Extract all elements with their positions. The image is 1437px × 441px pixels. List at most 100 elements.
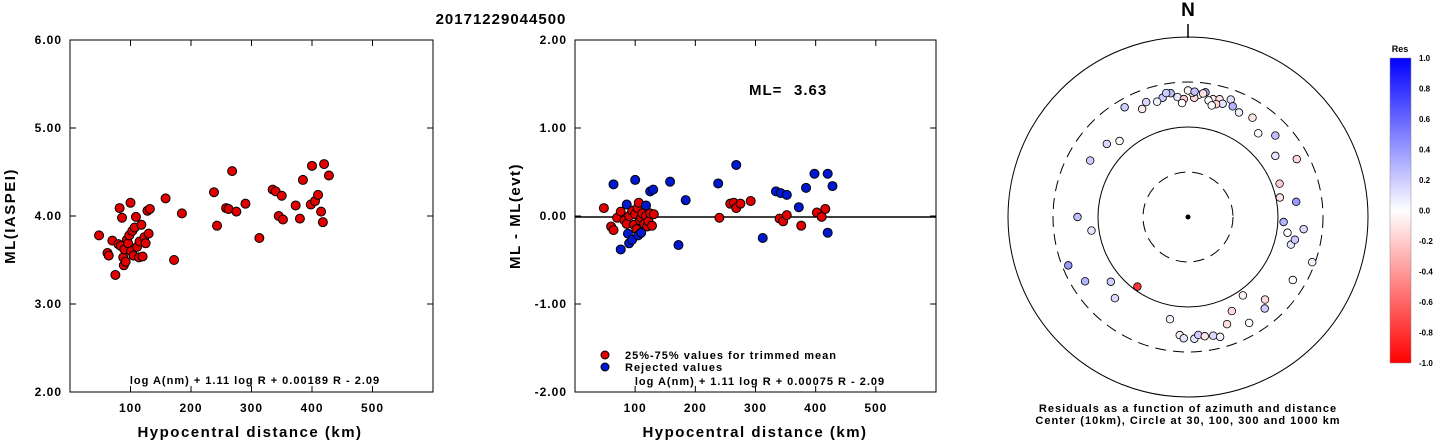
station-marker xyxy=(1165,315,1175,324)
data-point xyxy=(317,217,328,228)
station-marker xyxy=(1080,277,1090,286)
data-point xyxy=(307,160,317,171)
station-marker xyxy=(1271,131,1280,140)
data-point xyxy=(713,178,724,189)
station-marker xyxy=(1209,331,1218,340)
data-point xyxy=(648,184,659,195)
data-point xyxy=(277,214,288,225)
data-point xyxy=(136,219,147,230)
distance-ring xyxy=(1052,81,1324,353)
data-point xyxy=(208,187,219,198)
station-marker xyxy=(1292,154,1301,164)
station-marker xyxy=(1288,275,1298,285)
data-point xyxy=(94,230,105,241)
data-point xyxy=(130,211,141,222)
data-point xyxy=(735,198,746,209)
colorbar-tick-label: 0.4 xyxy=(1419,146,1431,155)
station-marker xyxy=(1291,197,1301,206)
data-point xyxy=(323,170,334,181)
colorbar-tick-label: -1.0 xyxy=(1419,359,1433,368)
station-marker xyxy=(1133,282,1142,291)
data-point xyxy=(276,190,287,201)
y-tick-label: 4.00 xyxy=(35,209,62,223)
data-point xyxy=(809,168,820,179)
station-marker xyxy=(1115,136,1124,146)
ml-label: ML= xyxy=(749,82,782,99)
formula-label: log A(nm) + 1.11 log R + 0.00075 R - 2.0… xyxy=(635,376,885,388)
x-tick-label: 200 xyxy=(179,401,202,415)
station-marker xyxy=(1177,98,1187,108)
y-axis-label: ML - ML(evt) xyxy=(507,163,524,269)
center-point xyxy=(1185,214,1191,220)
data-point xyxy=(801,182,812,193)
colorbar-tick-label: -0.2 xyxy=(1419,237,1433,246)
data-point xyxy=(110,269,121,280)
station-marker xyxy=(1222,319,1232,329)
data-point xyxy=(827,181,838,192)
station-marker xyxy=(1244,318,1254,328)
station-marker xyxy=(1299,224,1308,234)
data-point xyxy=(822,227,833,238)
x-axis-label: Hypocentral distance (km) xyxy=(642,424,867,441)
data-point xyxy=(212,220,223,231)
y-axis-label: ML(IASPEI) xyxy=(2,168,19,264)
distance-ring xyxy=(1007,36,1369,398)
data-point xyxy=(636,227,647,238)
station-marker xyxy=(1086,156,1095,165)
station-marker xyxy=(1073,212,1082,222)
data-point xyxy=(820,203,831,214)
station-marker xyxy=(1271,151,1280,161)
station-marker xyxy=(1283,228,1292,237)
station-marker xyxy=(1234,108,1244,117)
data-point xyxy=(598,203,609,214)
data-point xyxy=(176,208,187,219)
station-marker xyxy=(1254,129,1263,138)
data-point xyxy=(313,189,324,200)
data-point xyxy=(714,212,725,223)
data-point xyxy=(796,220,807,231)
x-tick-label: 400 xyxy=(300,401,323,415)
station-marker xyxy=(1102,139,1112,149)
caption-line-1: Residuals as a function of azimuth and d… xyxy=(1039,403,1337,415)
y-tick-label: 3.00 xyxy=(35,297,62,311)
colorbar-tick-label: 0.8 xyxy=(1419,85,1431,94)
colorbar-tick-label: 0.2 xyxy=(1419,176,1431,185)
station-marker xyxy=(1161,88,1171,98)
data-point xyxy=(822,168,833,179)
y-tick-label: 2.00 xyxy=(35,385,62,399)
data-point xyxy=(290,200,301,211)
station-marker xyxy=(1120,103,1129,112)
figure-title: 20171229044500 xyxy=(436,11,567,28)
y-tick-label: 5.00 xyxy=(35,121,62,135)
station-marker xyxy=(1141,97,1151,107)
y-tick-label: 2.00 xyxy=(540,33,567,47)
data-point xyxy=(144,203,155,214)
station-marker xyxy=(1198,89,1208,98)
station-marker xyxy=(1275,179,1284,188)
data-point xyxy=(608,179,619,190)
data-point xyxy=(254,233,265,243)
data-point xyxy=(615,206,626,217)
residual-distance-panel: 100 200 300 400 500 -2.00 -1.00 0.00 1.00 2.00 M… xyxy=(507,33,937,441)
data-point xyxy=(114,203,125,214)
station-marker xyxy=(1110,293,1120,303)
x-tick-label: 200 xyxy=(684,401,707,415)
colorbar-title: Res xyxy=(1392,44,1409,54)
data-point xyxy=(240,198,251,209)
station-marker xyxy=(1275,193,1285,202)
x-tick-label: 500 xyxy=(864,401,887,415)
data-point xyxy=(117,212,128,223)
north-label: N xyxy=(1181,0,1195,21)
legend-label-trimmed: 25%-75% values for trimmed mean xyxy=(625,350,837,362)
data-point xyxy=(731,159,742,170)
y-tick-label: -1.00 xyxy=(535,297,567,311)
station-marker xyxy=(1190,87,1199,96)
distance-ring xyxy=(1097,126,1279,308)
polar-residual-panel: N Residuals as a function of azimuth and… xyxy=(1007,0,1369,427)
y-tick-label: 1.00 xyxy=(540,121,567,135)
data-point xyxy=(169,255,180,265)
data-point xyxy=(120,256,131,267)
x-tick-label: 300 xyxy=(744,401,767,415)
caption-line-2: Center (10km), Circle at 30, 100, 300 an… xyxy=(1035,415,1340,427)
